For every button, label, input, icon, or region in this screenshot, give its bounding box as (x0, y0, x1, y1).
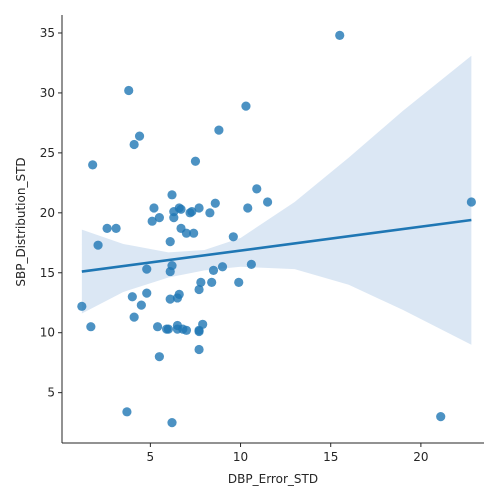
y-tick-label: 5 (47, 386, 55, 400)
data-point (134, 131, 145, 141)
data-point (142, 288, 152, 298)
y-axis-label: SBP_Distribution_STD (14, 157, 28, 286)
confidence-band (81, 55, 472, 345)
data-point (136, 300, 146, 310)
data-point (252, 184, 262, 194)
data-point (207, 277, 217, 287)
x-tick-label: 15 (323, 450, 338, 464)
data-point (176, 204, 186, 214)
data-point (122, 407, 132, 417)
data-point (243, 203, 253, 213)
regression-line-layer (81, 218, 472, 273)
data-point (194, 203, 204, 213)
y-tick-label: 25 (40, 146, 55, 160)
data-point (198, 319, 208, 329)
y-tick-label: 15 (40, 266, 55, 280)
data-point (142, 264, 152, 274)
data-point (466, 197, 476, 207)
data-point (241, 101, 251, 111)
x-tick-label: 10 (233, 450, 248, 464)
y-tick-label: 10 (40, 326, 55, 340)
data-point (154, 352, 164, 362)
data-point (147, 216, 157, 226)
data-point (335, 30, 345, 40)
data-point (208, 265, 219, 275)
data-point (194, 284, 204, 295)
data-point (262, 197, 273, 207)
data-point (234, 277, 244, 287)
data-point (127, 292, 137, 302)
x-tick-label: 20 (413, 450, 428, 464)
data-point (194, 344, 204, 355)
data-point (129, 312, 139, 322)
data-point (154, 213, 164, 223)
x-axis-label: DBP_Error_STD (228, 472, 318, 486)
confidence-band-layer (81, 55, 472, 345)
data-point (129, 139, 139, 150)
data-point (86, 322, 96, 332)
axes-layer (61, 15, 484, 444)
data-point (167, 190, 177, 200)
data-point (217, 262, 228, 272)
y-tick-label: 20 (40, 206, 55, 220)
data-point (149, 203, 159, 213)
data-point (93, 240, 103, 250)
data-point (167, 418, 177, 428)
data-point (167, 260, 177, 271)
data-point (205, 208, 215, 218)
data-point (189, 228, 199, 238)
data-point (165, 236, 175, 247)
data-point (246, 259, 256, 269)
data-point (102, 223, 112, 233)
points-layer (77, 30, 476, 428)
ticks-layer: 5 10 15 20 5 10 15 20 25 30 35 (40, 26, 429, 464)
data-point (88, 160, 98, 170)
data-point (181, 228, 192, 238)
data-point (174, 289, 184, 299)
data-point (214, 125, 224, 135)
data-point (165, 294, 175, 304)
data-point (196, 277, 206, 287)
data-point (187, 207, 197, 217)
data-point (436, 412, 446, 422)
data-point (228, 232, 238, 242)
x-tick-label: 5 (147, 450, 155, 464)
y-tick-label: 35 (40, 26, 55, 40)
data-point (124, 85, 134, 96)
data-point (181, 325, 192, 335)
data-point (190, 156, 201, 166)
data-point (111, 223, 121, 233)
data-point (152, 322, 163, 332)
data-point (210, 198, 220, 208)
regression-line (81, 218, 472, 273)
y-tick-label: 30 (40, 86, 55, 100)
data-point (163, 324, 173, 334)
data-point (77, 301, 87, 311)
